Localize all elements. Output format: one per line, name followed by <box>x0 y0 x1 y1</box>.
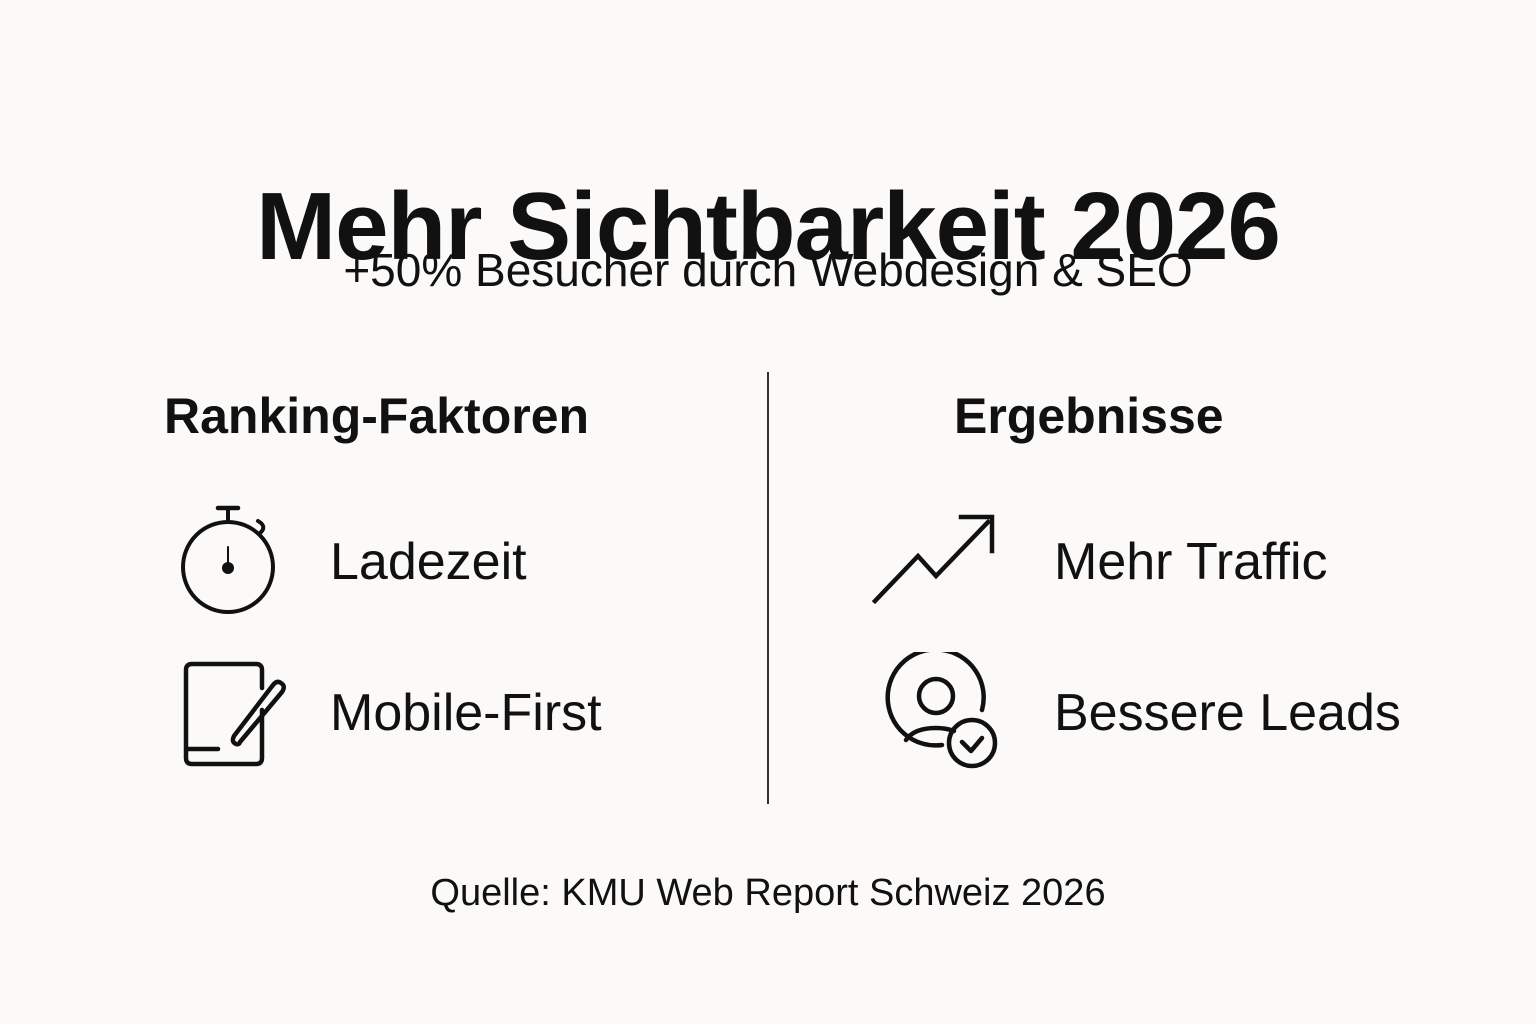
source-note: Quelle: KMU Web Report Schweiz 2026 <box>430 872 1106 914</box>
column-divider <box>767 372 769 804</box>
result-better-leads: Bessere Leads <box>1054 684 1401 742</box>
result-more-traffic: Mehr Traffic <box>1054 533 1328 591</box>
factor-load-time: Ladezeit <box>330 533 527 591</box>
page-title: Mehr Sichtbarkeit 2026 <box>256 173 1281 281</box>
stopwatch-icon <box>181 505 275 614</box>
results-heading: Ergebnisse <box>954 388 1224 444</box>
ranking-factors-heading: Ranking-Faktoren <box>164 388 590 444</box>
user-check-icon <box>885 652 998 769</box>
tablet-pen-icon <box>183 661 286 767</box>
factor-mobile-first: Mobile-First <box>330 684 602 742</box>
trending-up-icon <box>871 514 995 605</box>
page-subtitle: +50% Besucher durch Webdesign & SEO <box>343 244 1193 296</box>
